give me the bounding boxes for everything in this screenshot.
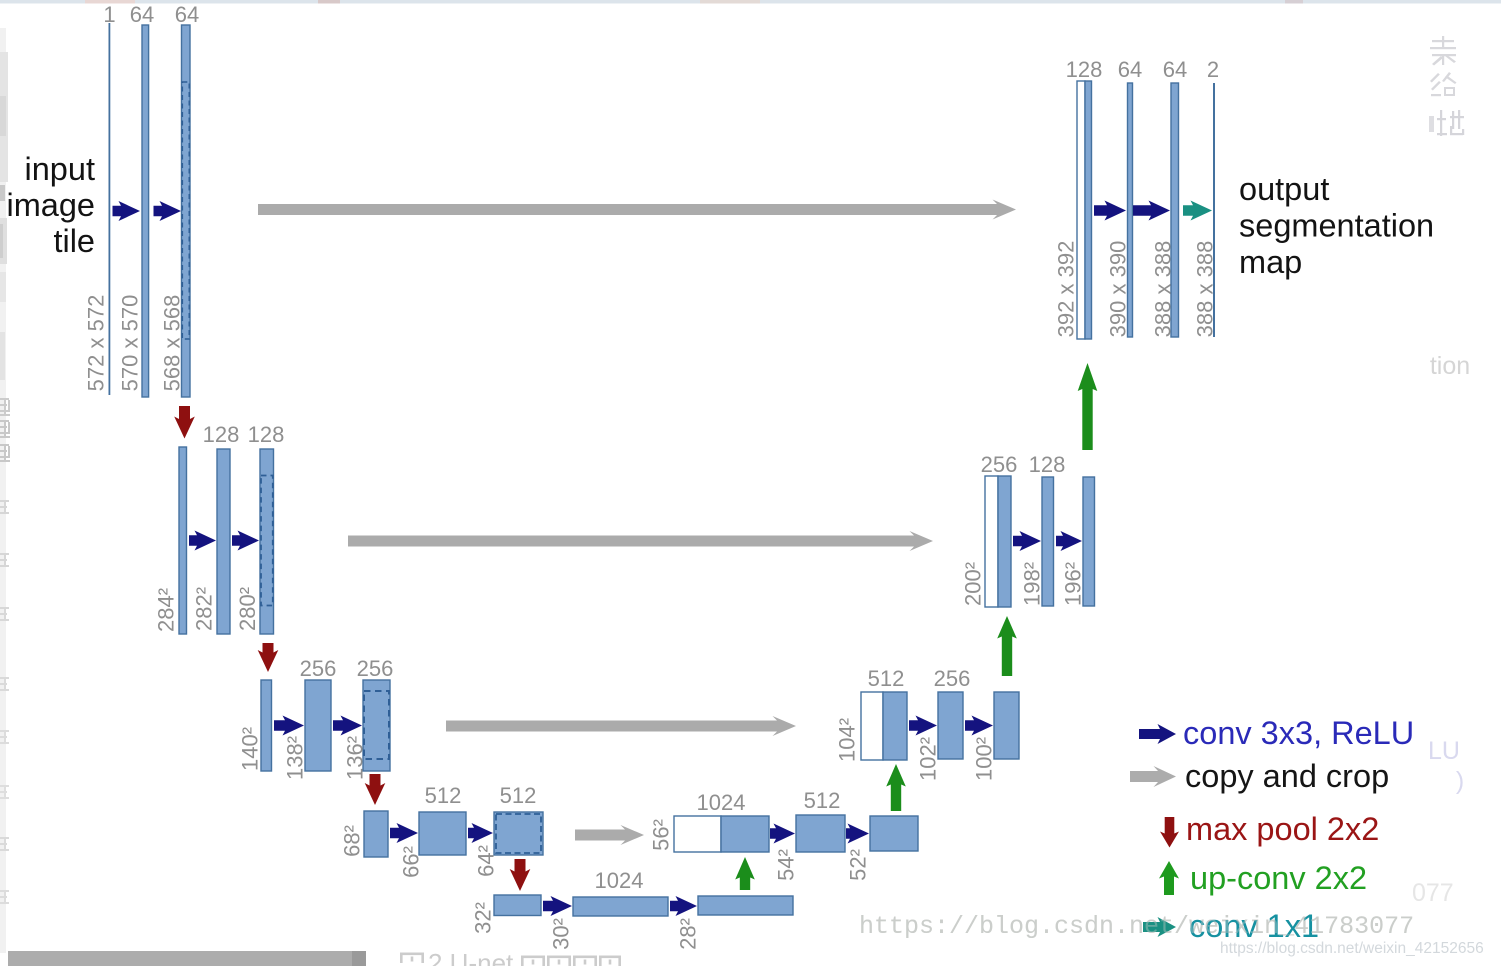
- svg-text:256: 256: [934, 666, 971, 691]
- svg-text:104²: 104²: [835, 718, 860, 762]
- svg-text:572 x 572: 572 x 572: [84, 295, 109, 392]
- svg-text:68²: 68²: [340, 825, 365, 857]
- svg-text:tion: tion: [1430, 352, 1470, 380]
- svg-text:https://blog.csdn.net/weixin_4: https://blog.csdn.net/weixin_41783077: [859, 912, 1414, 941]
- svg-text:66²: 66²: [399, 846, 424, 878]
- svg-text:64: 64: [1163, 57, 1187, 82]
- svg-text:map: map: [1239, 244, 1302, 280]
- svg-text:256: 256: [981, 452, 1018, 477]
- svg-text:LU: LU: [1428, 737, 1460, 765]
- svg-text:2 U-net: 2 U-net: [428, 948, 514, 966]
- svg-text:2: 2: [1207, 57, 1219, 82]
- svg-text:198²: 198²: [1020, 562, 1045, 606]
- svg-text:tile: tile: [53, 223, 95, 259]
- svg-text:): ): [1456, 767, 1464, 795]
- svg-text:52²: 52²: [846, 849, 871, 881]
- svg-text:512: 512: [868, 666, 905, 691]
- svg-text:1: 1: [103, 2, 115, 27]
- svg-text:max pool 2x2: max pool 2x2: [1186, 811, 1379, 847]
- svg-text:570 x 570: 570 x 570: [118, 295, 143, 392]
- svg-text:388 x 388: 388 x 388: [1151, 241, 1176, 338]
- svg-text:64: 64: [175, 2, 199, 27]
- svg-text:32²: 32²: [471, 902, 496, 934]
- svg-text:30²: 30²: [549, 918, 574, 950]
- svg-text:100²: 100²: [972, 737, 997, 781]
- svg-text:512: 512: [500, 783, 537, 808]
- svg-text:282²: 282²: [192, 587, 217, 631]
- svg-text:128: 128: [1066, 57, 1103, 82]
- svg-text:390 x 390: 390 x 390: [1106, 241, 1131, 338]
- svg-text:388 x 388: 388 x 388: [1193, 241, 1218, 338]
- svg-text:64²: 64²: [474, 845, 499, 877]
- svg-text:image: image: [6, 187, 95, 223]
- svg-text:1024: 1024: [595, 868, 644, 893]
- svg-text:512: 512: [804, 788, 841, 813]
- svg-text:conv 1x1: conv 1x1: [1189, 908, 1319, 944]
- svg-text:1024: 1024: [697, 790, 746, 815]
- svg-text:512: 512: [425, 783, 462, 808]
- svg-text:54²: 54²: [774, 849, 799, 881]
- svg-text:64: 64: [1118, 57, 1142, 82]
- svg-text:256: 256: [300, 656, 337, 681]
- svg-text:196²: 196²: [1061, 562, 1086, 606]
- svg-text:https://blog.csdn.net/weixin_4: https://blog.csdn.net/weixin_42152656: [1220, 940, 1484, 957]
- svg-text:128: 128: [1029, 452, 1066, 477]
- svg-text:136²: 136²: [343, 736, 368, 780]
- svg-text:output: output: [1239, 171, 1329, 207]
- svg-text:up-conv 2x2: up-conv 2x2: [1190, 860, 1367, 896]
- svg-text:28²: 28²: [676, 918, 701, 950]
- svg-text:138²: 138²: [283, 736, 308, 780]
- svg-text:64: 64: [130, 2, 154, 27]
- svg-text:input: input: [25, 151, 95, 187]
- svg-text:102²: 102²: [916, 737, 941, 781]
- svg-text:077: 077: [1412, 879, 1454, 907]
- svg-text:copy and crop: copy and crop: [1185, 758, 1389, 794]
- svg-text:segmentation: segmentation: [1239, 208, 1434, 244]
- svg-text:conv 3x3, ReLU: conv 3x3, ReLU: [1183, 715, 1414, 751]
- svg-text:https://blog.csdn.net/weixin_4: https://blog.csdn.net/weixin_41783077: [859, 912, 1414, 941]
- svg-text:284²: 284²: [154, 588, 179, 632]
- svg-text:56²: 56²: [649, 819, 674, 851]
- svg-text:200²: 200²: [961, 562, 986, 606]
- svg-text:280²: 280²: [235, 587, 260, 631]
- svg-text:140²: 140²: [238, 727, 263, 771]
- svg-text:128: 128: [248, 422, 285, 447]
- svg-text:128: 128: [203, 422, 240, 447]
- svg-text:392 x 392: 392 x 392: [1054, 241, 1079, 338]
- svg-text:256: 256: [357, 656, 394, 681]
- svg-text:568 x 568: 568 x 568: [160, 295, 185, 392]
